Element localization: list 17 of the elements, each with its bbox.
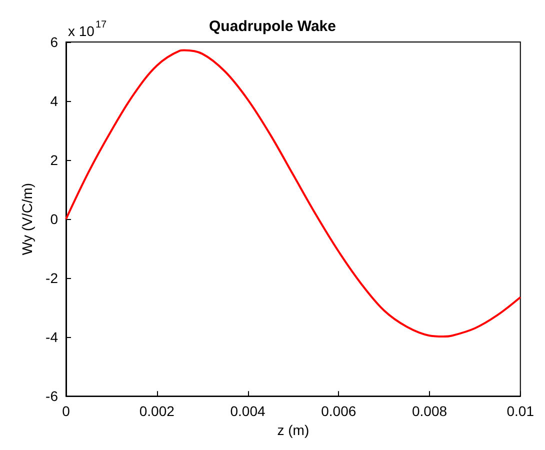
x-tick-label: 0 — [62, 403, 70, 420]
x-tick-label: 0.006 — [321, 403, 356, 420]
y-tick-label: -6 — [46, 388, 58, 404]
y-tick-label: -2 — [46, 270, 58, 286]
x-tick-label: 0.004 — [230, 403, 266, 420]
y-tick-label: -4 — [46, 329, 58, 346]
chart-title: Quadrupole Wake — [209, 18, 336, 35]
y-tick-label: 2 — [50, 152, 58, 168]
line-series — [65, 49, 522, 338]
x-tick-label: 0.002 — [139, 403, 175, 420]
x-tick-label: 0.008 — [412, 403, 448, 420]
x-tick-label: 0.01 — [506, 403, 534, 420]
y-tick-label: 0 — [50, 211, 58, 228]
y-tick-label: 4 — [50, 93, 58, 110]
y-axis-title: Wy (V/C/m) — [19, 182, 35, 256]
x-axis-title: z (m) — [277, 422, 310, 438]
y-tick-label: 6 — [50, 34, 58, 50]
